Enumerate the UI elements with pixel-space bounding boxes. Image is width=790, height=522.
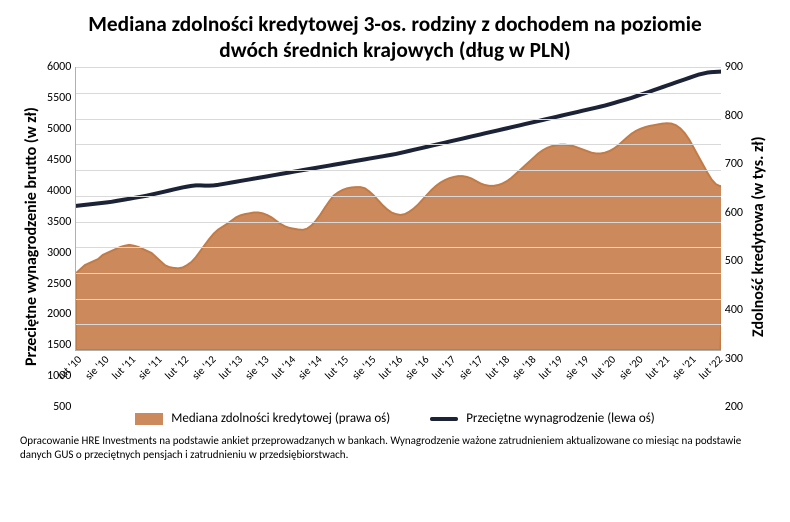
plot-region: [75, 67, 720, 351]
x-tick: sie '16: [402, 353, 431, 382]
legend-item-line: Przeciętne wynagrodzenie (lewa oś): [430, 411, 655, 426]
x-tick: lut '17: [429, 353, 458, 382]
footnote: Opracowanie HRE Investments na podstawie…: [20, 434, 770, 462]
grid-line: [76, 196, 720, 197]
grid-line: [76, 170, 720, 171]
x-tick: sie '13: [242, 353, 271, 382]
grid-line: [76, 144, 720, 145]
legend-label-line: Przeciętne wynagrodzenie (lewa oś): [466, 411, 655, 426]
x-tick: sie '18: [509, 353, 538, 382]
x-tick: lut '21: [643, 353, 672, 382]
grid-line: [76, 247, 720, 248]
x-tick: lut '16: [376, 353, 405, 382]
legend-swatch-area: [135, 413, 163, 425]
grid-line: [76, 222, 720, 223]
x-tick: lut '19: [536, 353, 565, 382]
legend-swatch-line: [430, 417, 458, 421]
legend-item-area: Mediana zdolności kredytowej (prawa oś): [135, 411, 390, 426]
x-tick: lut '18: [483, 353, 512, 382]
x-tick: sie '20: [616, 353, 645, 382]
grid-line: [76, 67, 720, 68]
chart-area: Przeciętne wynagrodzenie brutto (w zł) 6…: [20, 67, 770, 407]
legend: Mediana zdolności kredytowej (prawa oś) …: [20, 411, 770, 426]
grid-line: [76, 273, 720, 274]
x-tick: sie '15: [349, 353, 378, 382]
x-tick: lut '12: [162, 353, 191, 382]
x-tick: lut '13: [216, 353, 245, 382]
chart-title-line1: Mediana zdolności kredytowej 3-os. rodzi…: [20, 12, 770, 38]
x-tick: sie '14: [296, 353, 325, 382]
x-tick: sie '21: [670, 353, 699, 382]
plot-column: lut '10sie '10lut '11sie '11lut '12sie '…: [75, 67, 720, 407]
x-tick: sie '12: [189, 353, 218, 382]
x-tick: sie '11: [135, 353, 164, 382]
chart-title-line2: dwóch średnich krajowych (dług w PLN): [20, 38, 770, 64]
x-tick: lut '14: [269, 353, 298, 382]
y2-axis-label: Zdolność kredytowa (w tys. zł): [747, 67, 770, 407]
grid-line: [76, 119, 720, 120]
grid-line: [76, 93, 720, 94]
line-series: [76, 67, 720, 350]
x-tick: sie '17: [456, 353, 485, 382]
x-axis-ticks: lut '10sie '10lut '11sie '11lut '12sie '…: [75, 351, 720, 407]
chart-title: Mediana zdolności kredytowej 3-os. rodzi…: [20, 12, 770, 63]
grid-line: [76, 324, 720, 325]
y2-axis-ticks: 900800700600500400300200: [721, 67, 747, 407]
legend-label-area: Mediana zdolności kredytowej (prawa oś): [171, 411, 390, 426]
x-tick: lut '20: [590, 353, 619, 382]
x-tick: sie '10: [82, 353, 111, 382]
x-tick: sie '19: [563, 353, 592, 382]
x-tick: lut '15: [323, 353, 352, 382]
y1-axis-label: Przeciętne wynagrodzenie brutto (w zł): [20, 67, 43, 407]
x-tick: lut '11: [109, 353, 138, 382]
grid-line: [76, 299, 720, 300]
